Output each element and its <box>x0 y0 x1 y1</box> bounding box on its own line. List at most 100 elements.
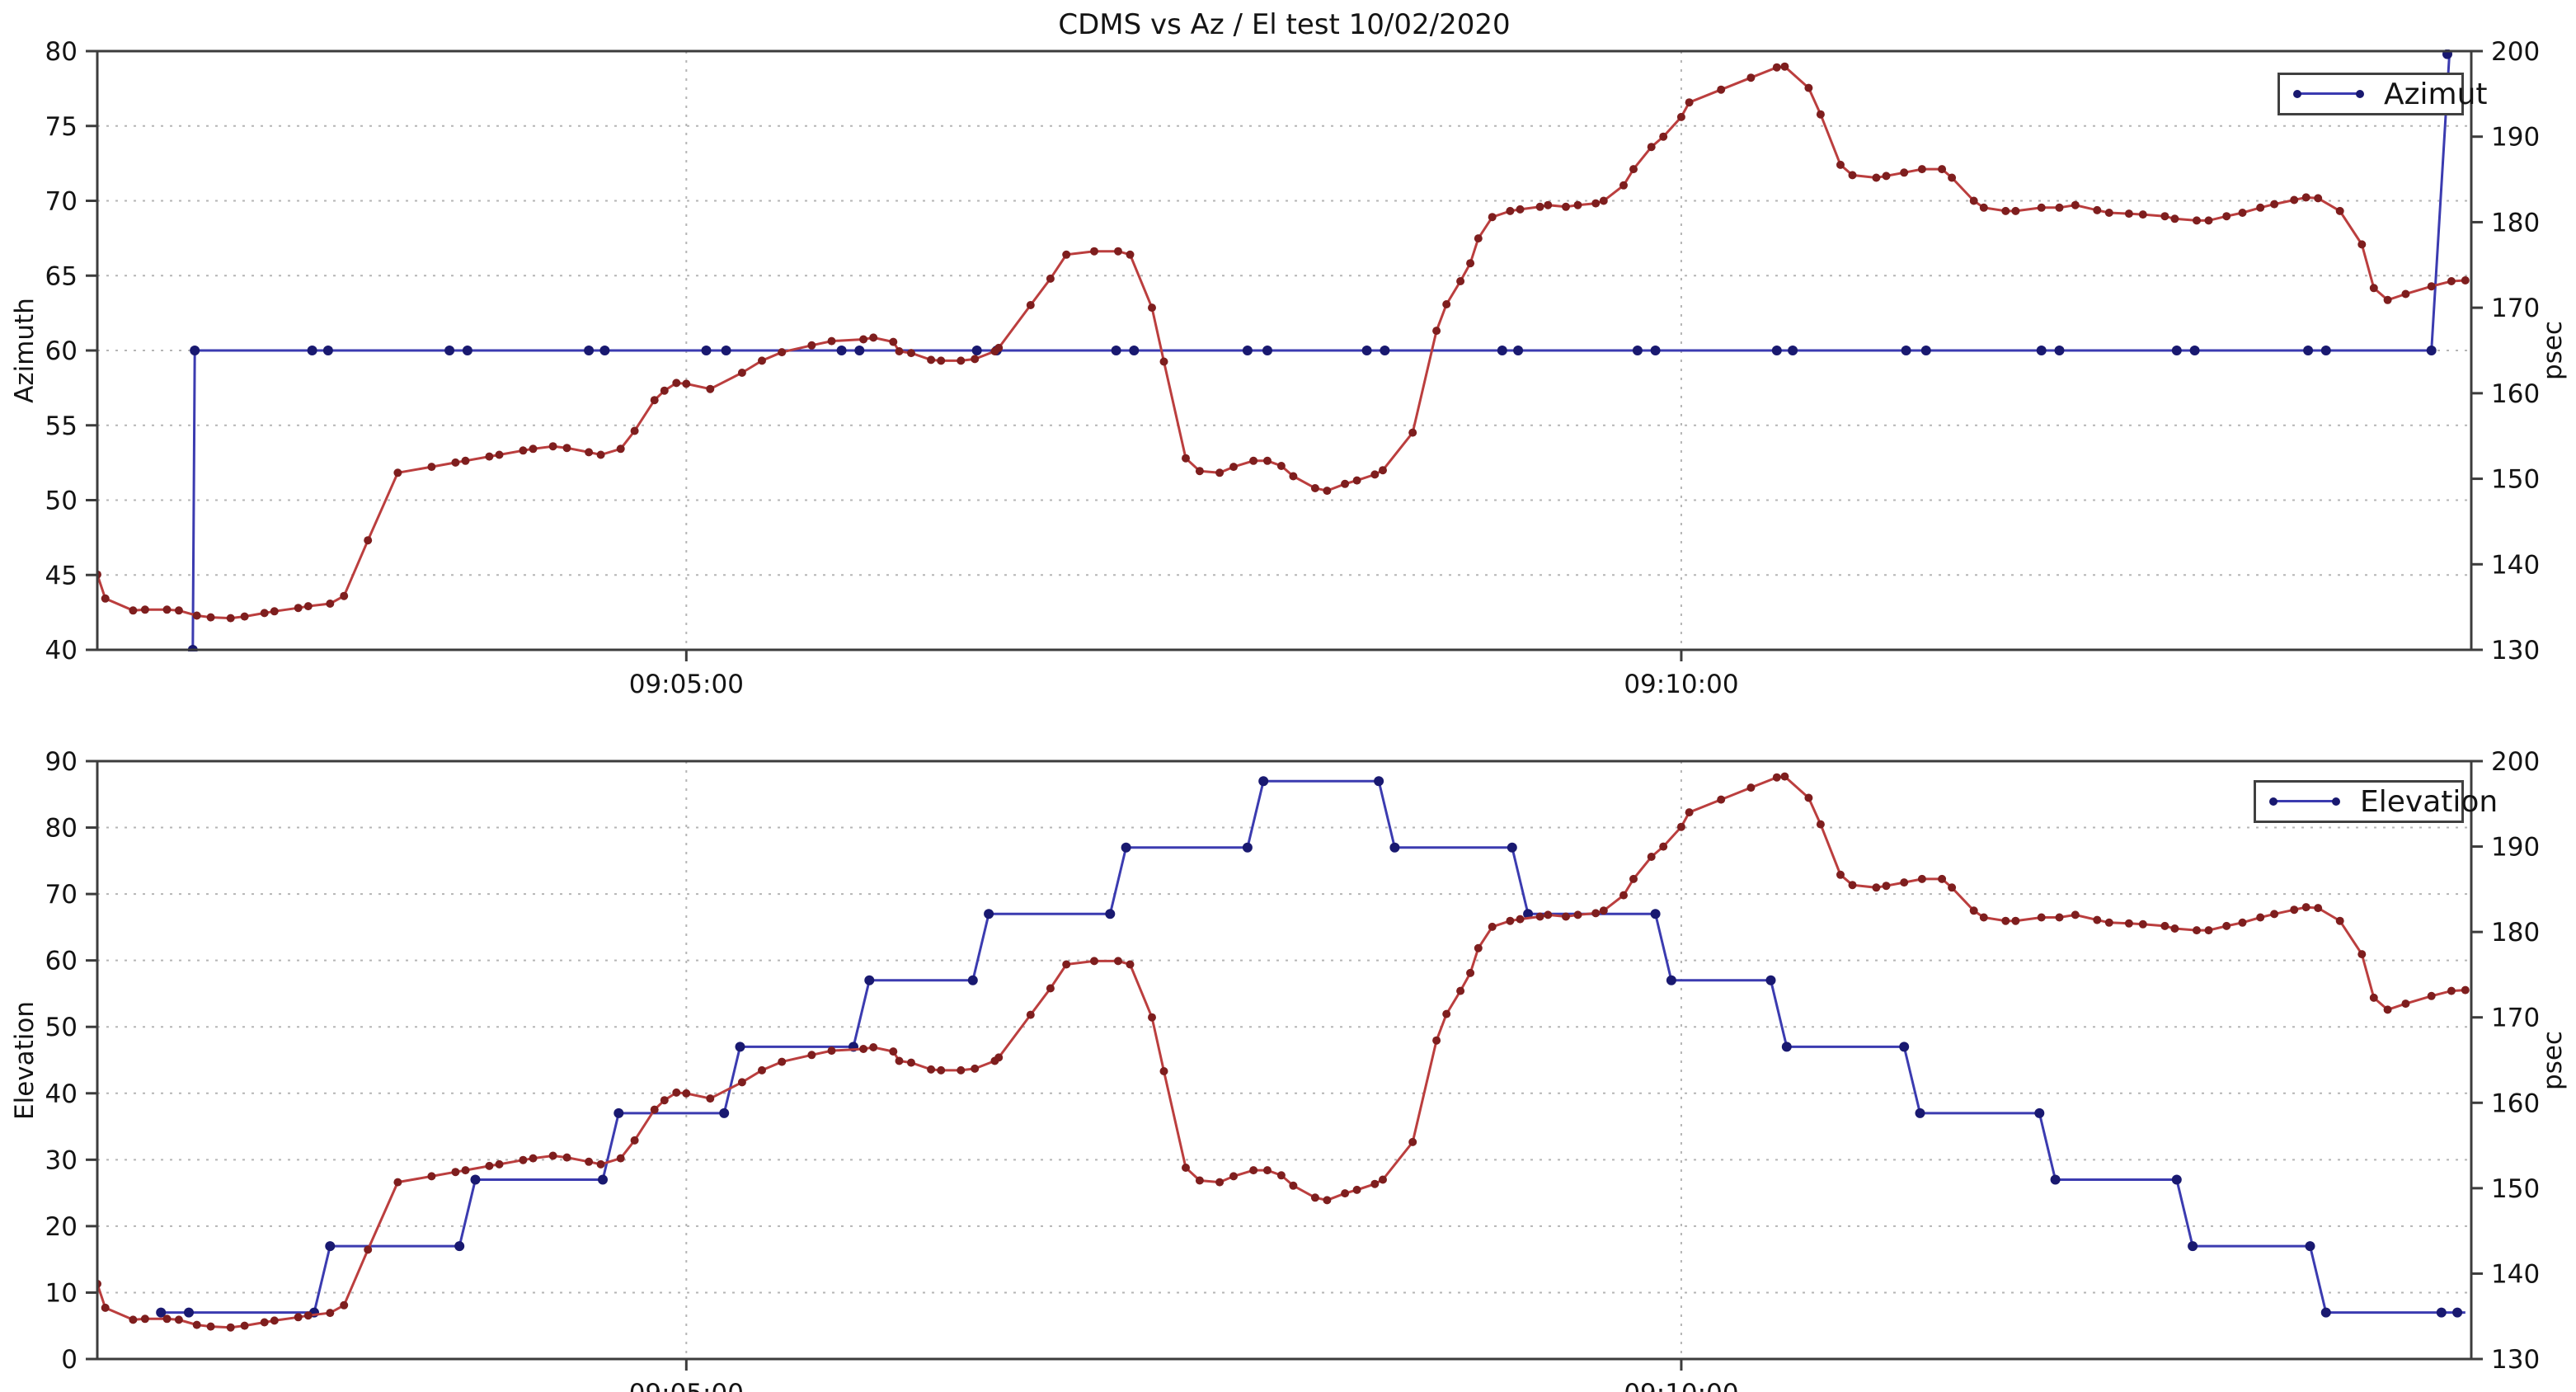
marker-psec <box>660 386 669 395</box>
legend-label-azimut: Azimut <box>2384 77 2488 111</box>
marker-elevation <box>2171 1174 2182 1185</box>
marker-psec <box>1676 822 1685 831</box>
marker-psec <box>778 348 787 357</box>
marker-psec <box>1772 773 1781 782</box>
marker-psec <box>630 426 639 435</box>
marker-psec <box>1544 910 1553 919</box>
marker-psec <box>1685 808 1694 817</box>
legend-azimut: Azimut <box>2278 73 2488 115</box>
y-axis-label-azimuth: Azimuth <box>10 298 40 403</box>
marker-psec <box>1289 1181 1298 1190</box>
marker-psec <box>1882 882 1891 891</box>
marker-psec <box>1516 915 1525 924</box>
marker-psec <box>162 605 172 614</box>
marker-psec <box>1979 913 1988 922</box>
marker-psec <box>1816 110 1825 119</box>
marker-azimut <box>2036 346 2047 355</box>
marker-psec <box>1341 1189 1350 1198</box>
y-tick-label: 40 <box>45 1079 78 1109</box>
marker-psec <box>1215 468 1225 477</box>
marker-psec <box>807 341 816 350</box>
marker-azimut <box>2054 346 2065 355</box>
marker-psec <box>907 349 915 358</box>
marker-elevation <box>735 1042 745 1052</box>
marker-psec <box>1466 968 1475 977</box>
marker-psec <box>2461 276 2470 285</box>
marker-psec <box>1969 906 1978 915</box>
marker-psec <box>294 1313 303 1322</box>
marker-psec <box>485 1161 494 1170</box>
marker-psec <box>1148 303 1156 313</box>
y-tick-label: 75 <box>45 112 78 142</box>
marker-psec <box>1114 957 1122 966</box>
y-tick-label: 0 <box>61 1345 78 1375</box>
marker-psec <box>2104 918 2113 927</box>
marker-psec <box>2124 209 2133 219</box>
marker-psec <box>1717 795 1726 804</box>
marker-psec <box>519 1155 528 1164</box>
marker-psec <box>270 1316 279 1325</box>
marker-psec <box>1062 250 1071 259</box>
marker-psec <box>1182 454 1190 463</box>
marker-psec <box>326 600 335 608</box>
y-tick-label: 60 <box>45 336 78 366</box>
marker-psec <box>660 1096 669 1105</box>
series-line-psec <box>97 65 2466 620</box>
marker-psec <box>1516 205 1525 214</box>
marker-psec <box>672 1088 681 1097</box>
marker-psec <box>1310 484 1319 492</box>
marker-psec <box>1836 870 1845 879</box>
marker-psec <box>1772 63 1781 72</box>
y-tick-label: 65 <box>45 261 78 291</box>
marker-psec <box>2001 206 2010 215</box>
marker-psec <box>240 1321 249 1330</box>
y2-tick-label: 140 <box>2491 1259 2540 1289</box>
marker-psec <box>630 1136 639 1145</box>
marker-psec <box>1804 83 1813 92</box>
marker-elevation <box>2452 1307 2463 1318</box>
marker-azimut <box>1513 346 1524 355</box>
marker-psec <box>303 1311 313 1320</box>
marker-psec <box>326 1309 335 1318</box>
marker-psec <box>1717 85 1726 94</box>
marker-psec <box>957 356 966 365</box>
marker-psec <box>1159 357 1168 366</box>
y2-tick-label: 200 <box>2491 37 2540 67</box>
marker-azimut <box>1901 346 1911 355</box>
marker-psec <box>1148 1013 1156 1022</box>
marker-psec <box>2290 905 2299 915</box>
marker-psec <box>1647 853 1656 861</box>
marker-azimut <box>307 346 317 355</box>
y-tick-label: 20 <box>45 1212 78 1242</box>
marker-psec <box>1506 916 1515 925</box>
marker-azimut <box>190 346 200 355</box>
series-line-azimut <box>191 50 2453 651</box>
marker-psec <box>1629 165 1638 174</box>
marker-psec <box>1882 172 1891 181</box>
marker-psec <box>1780 772 1789 781</box>
y-tick-label: 70 <box>45 880 78 910</box>
marker-azimut <box>1771 346 1782 355</box>
marker-psec <box>1456 277 1465 285</box>
marker-psec <box>957 1065 966 1075</box>
y2-axis-label-psec-top: psec <box>2538 321 2568 380</box>
marker-psec <box>1370 470 1380 479</box>
marker-psec <box>1969 196 1978 205</box>
marker-psec <box>1352 476 1361 485</box>
marker-psec <box>192 1320 201 1329</box>
marker-psec <box>2357 950 2367 959</box>
marker-psec <box>2055 913 2064 922</box>
marker-azimut <box>444 346 455 355</box>
marker-psec <box>226 1323 235 1332</box>
series-line-psec <box>97 775 2466 1329</box>
marker-elevation <box>613 1107 624 1118</box>
marker-elevation <box>598 1174 608 1185</box>
marker-psec <box>562 1153 571 1162</box>
marker-psec <box>2369 284 2378 293</box>
marker-psec <box>1370 1179 1380 1188</box>
marker-psec <box>1323 487 1332 496</box>
marker-psec <box>2055 203 2064 212</box>
y2-tick-label: 160 <box>2491 379 2540 409</box>
marker-psec <box>1619 891 1628 900</box>
marker-elevation <box>1105 909 1116 919</box>
